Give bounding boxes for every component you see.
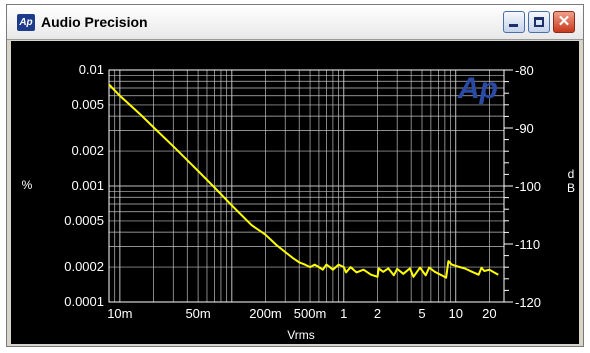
y-tick-label-right: -80: [515, 63, 534, 78]
x-tick-label: 5: [418, 306, 425, 321]
y-tick-label-left: 0.001: [71, 178, 104, 193]
y-tick-label-right: -110: [515, 237, 540, 252]
trace-layer: [108, 83, 499, 279]
title-bar[interactable]: Ap Audio Precision ✕: [7, 5, 583, 40]
x-tick-label: 20: [482, 306, 496, 321]
app-window: Ap Audio Precision ✕ 10m 50m 200m 500m 1 2 5 10…: [6, 4, 584, 347]
graph-panel[interactable]: 10m 50m 200m 500m 1 2 5 10 20 0.01 0.005 0.002 0.001…: [11, 41, 579, 344]
x-tick-label: 50m: [185, 306, 210, 321]
chart-svg[interactable]: 10m 50m 200m 500m 1 2 5 10 20 0.01 0.005 0.002 0.001…: [11, 41, 579, 344]
axes: [108, 69, 513, 303]
x-axis-label: Vrms: [287, 328, 315, 342]
x-tick-label: 200m: [249, 306, 282, 321]
tick-labels: 10m 50m 200m 500m 1 2 5 10 20 0.01 0.005 0.002 0.001…: [64, 62, 541, 321]
y-tick-label-right: -120: [515, 295, 541, 310]
maximize-icon: [534, 17, 544, 27]
app-icon[interactable]: Ap: [17, 14, 35, 31]
window-title: Audio Precision: [41, 14, 148, 30]
close-button[interactable]: ✕: [553, 11, 575, 33]
x-tick-label: 10: [448, 306, 462, 321]
minimize-button[interactable]: [503, 11, 525, 33]
y-tick-label-left: 0.002: [71, 143, 104, 158]
y-tick-label-right: -90: [515, 121, 534, 136]
y-axis-label-left: %: [22, 178, 33, 192]
close-icon: ✕: [557, 13, 571, 30]
y-tick-label-left: 0.01: [79, 62, 104, 77]
y-tick-label-left: 0.005: [71, 97, 104, 112]
grid: [108, 70, 504, 303]
y-tick-label-left: 0.0001: [64, 294, 104, 309]
x-tick-label: 10m: [107, 306, 132, 321]
y-tick-label-left: 0.0002: [64, 259, 104, 274]
y-axis-label-right: dB: [564, 167, 578, 195]
series-line: [108, 83, 499, 279]
y-tick-label-left: 0.0005: [64, 213, 104, 228]
maximize-button[interactable]: [528, 11, 550, 33]
x-tick-label: 1: [340, 306, 347, 321]
logo: Ap: [457, 72, 498, 105]
y-tick-label-right: -100: [515, 179, 541, 194]
x-tick-label: 500m: [294, 306, 327, 321]
x-tick-label: 2: [374, 306, 381, 321]
minimize-icon: [509, 24, 518, 27]
